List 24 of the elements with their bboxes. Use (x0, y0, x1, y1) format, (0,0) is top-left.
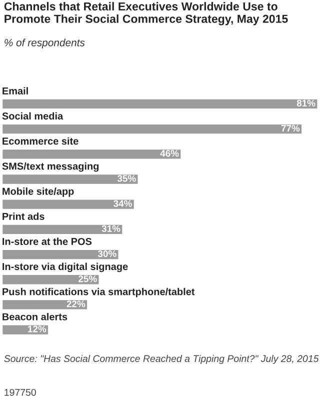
source-note: Source: "Has Social Commerce Reached a Tipping Point?" July 28, 2015 (4, 354, 319, 364)
y-tick-label: In-store at the POS (2, 238, 92, 246)
data-label: 46% (160, 150, 179, 157)
y-tick-label: Beacon alerts (2, 312, 68, 320)
data-label: 34% (114, 200, 132, 207)
chart-title: Channels that Retail Executives Worldwide Use to Promote Their Social Commerce Strategy, May 2015 (4, 2, 288, 26)
data-label: 35% (117, 175, 136, 182)
y-tick-label: Ecommerce site (2, 137, 78, 145)
y-tick-label: SMS/text messaging (2, 162, 99, 172)
y-tick-label: Email (2, 87, 28, 94)
y-tick-label: Social media (2, 112, 64, 120)
data-label: 81% (296, 100, 316, 107)
y-tick-label: Mobile site/app (2, 188, 74, 197)
y-tick-label: Push notifications via smartphone/tablet (2, 288, 195, 298)
data-label: 30% (98, 250, 116, 258)
data-label: 25% (78, 275, 97, 282)
chart-subtitle: % of respondents (4, 38, 85, 48)
text: 197750 (4, 388, 36, 396)
data-label: 77% (281, 124, 300, 132)
data-label: 31% (102, 225, 120, 232)
data-label: 12% (28, 326, 46, 332)
y-tick-label: In-store via digital signage (2, 262, 128, 272)
data-label: 22% (66, 300, 86, 308)
y-tick-label: Print ads (2, 212, 44, 220)
